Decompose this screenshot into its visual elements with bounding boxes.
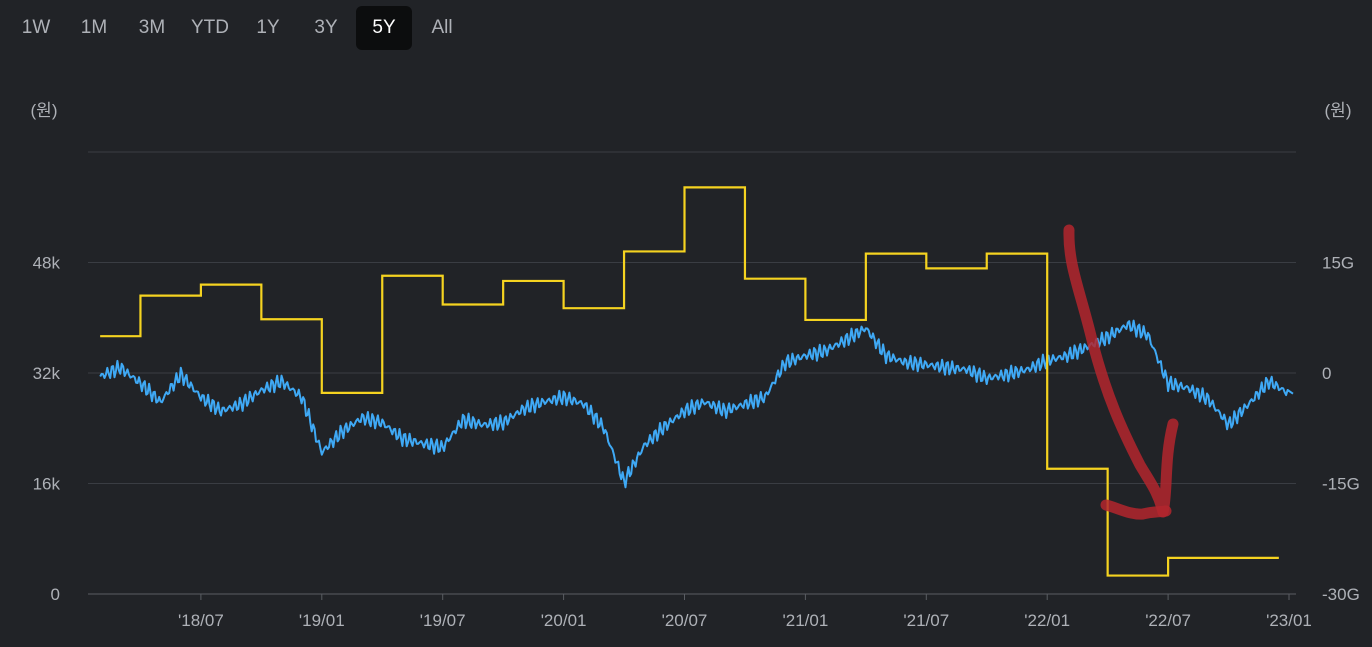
x-axis: '18/07 '19/01 '19/07 '20/01 '20/07 '21/01 '21/… [178, 594, 1312, 630]
series-layer [99, 186, 1294, 577]
tab-1m[interactable]: 1M [80, 17, 108, 38]
right-axis: -30G -15G 0 15G [1322, 254, 1360, 605]
x-tick-label: '22/07 [1145, 611, 1191, 630]
left-axis-unit: (원) [31, 101, 58, 120]
right-axis-unit: (원) [1325, 101, 1352, 120]
right-tick-label: -15G [1322, 475, 1360, 494]
tab-1y[interactable]: 1Y [256, 17, 280, 38]
grid [88, 151, 1296, 595]
left-tick-label: 0 [51, 585, 60, 604]
x-tick-label: '19/07 [420, 611, 466, 630]
tab-ytd[interactable]: YTD [191, 17, 229, 38]
right-tick-label: -30G [1322, 585, 1360, 604]
red-marker-stroke [1100, 499, 1172, 520]
x-tick-label: '19/01 [299, 611, 345, 630]
x-tick-label: '22/01 [1024, 611, 1070, 630]
range-tabs: 1W 1M 3M YTD 1Y 3Y 5Y All [8, 6, 470, 50]
right-tick-label: 15G [1322, 254, 1354, 273]
tab-5y[interactable]: 5Y [356, 6, 412, 50]
red-marker-annotation [1063, 224, 1179, 520]
right-tick-label: 0 [1322, 364, 1331, 383]
tab-3y[interactable]: 3Y [314, 17, 338, 38]
x-tick-label: '21/07 [903, 611, 949, 630]
x-tick-label: '18/07 [178, 611, 224, 630]
left-tick-label: 48k [33, 254, 61, 273]
x-tick-label: '21/01 [783, 611, 829, 630]
x-tick-label: '20/01 [541, 611, 587, 630]
step-series-line [100, 186, 1279, 577]
left-axis: 0 16k 32k 48k [33, 254, 61, 605]
tab-all[interactable]: All [431, 17, 453, 38]
left-tick-label: 32k [33, 364, 61, 383]
left-tick-label: 16k [33, 475, 61, 494]
tab-1w[interactable]: 1W [21, 17, 51, 38]
x-tick-label: '20/07 [662, 611, 708, 630]
tab-3m[interactable]: 3M [138, 17, 166, 38]
x-tick-label: '23/01 [1266, 611, 1312, 630]
red-marker-stroke [1063, 224, 1179, 518]
